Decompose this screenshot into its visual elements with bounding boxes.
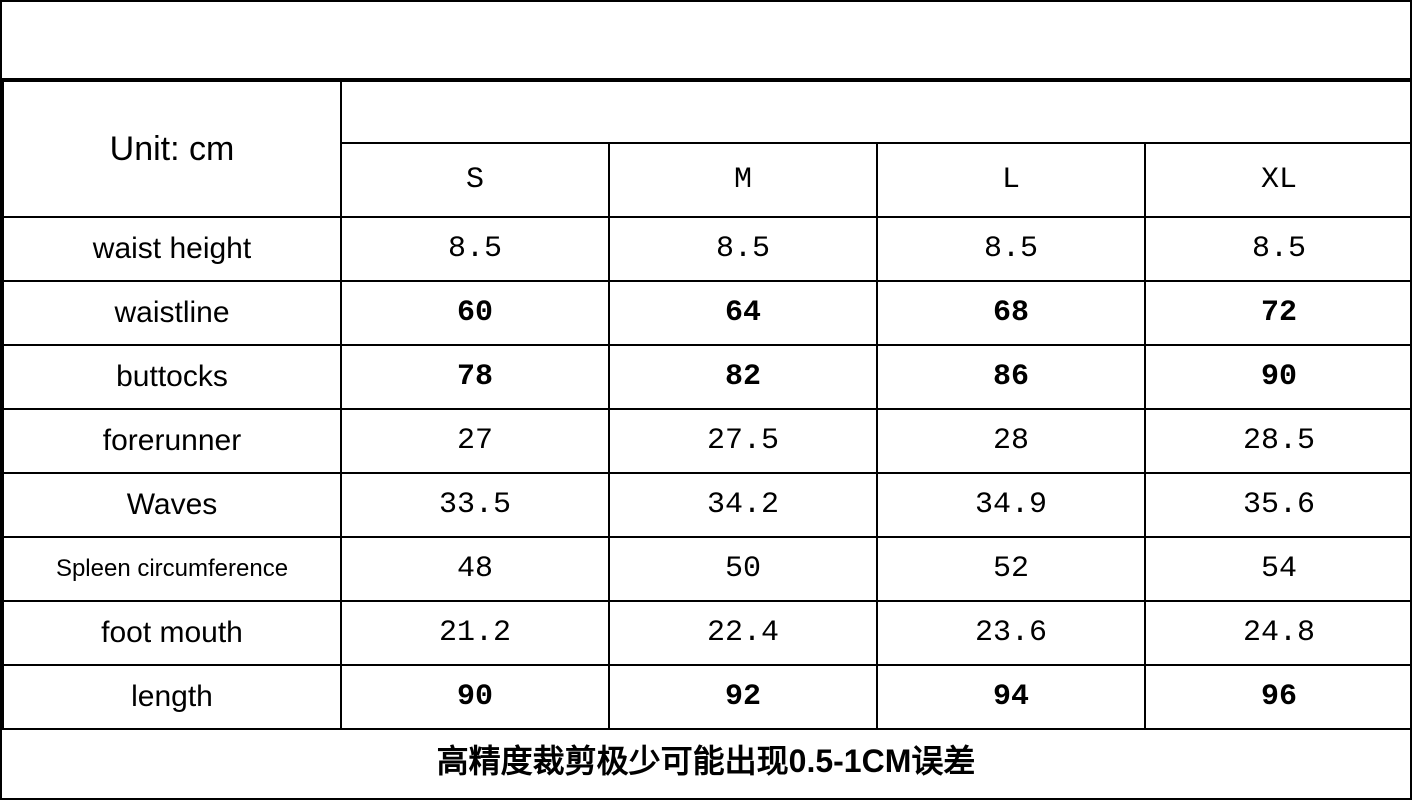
data-cell: 82 — [609, 345, 877, 409]
table-row: Spleen circumference48505254 — [3, 537, 1412, 601]
data-cell: 90 — [341, 665, 609, 729]
size-col-l: L — [877, 143, 1145, 217]
data-cell: 52 — [877, 537, 1145, 601]
unit-label: Unit: cm — [3, 81, 341, 217]
data-cell: 94 — [877, 665, 1145, 729]
data-cell: 72 — [1145, 281, 1412, 345]
data-cell: 48 — [341, 537, 609, 601]
size-table: Unit: cm S M L XL waist height8.58.58.58… — [2, 80, 1412, 730]
header-row-span: Unit: cm — [3, 81, 1412, 143]
row-label: Waves — [3, 473, 341, 537]
table-row: length90929496 — [3, 665, 1412, 729]
data-cell: 23.6 — [877, 601, 1145, 665]
data-cell: 54 — [1145, 537, 1412, 601]
size-chart-container: Unit: cm S M L XL waist height8.58.58.58… — [0, 0, 1412, 800]
data-cell: 60 — [341, 281, 609, 345]
data-cell: 22.4 — [609, 601, 877, 665]
table-row: waistline60646872 — [3, 281, 1412, 345]
row-label: buttocks — [3, 345, 341, 409]
data-cell: 24.8 — [1145, 601, 1412, 665]
data-cell: 27 — [341, 409, 609, 473]
sizes-span-header — [341, 81, 1412, 143]
data-cell: 50 — [609, 537, 877, 601]
row-label: foot mouth — [3, 601, 341, 665]
data-cell: 8.5 — [341, 217, 609, 281]
size-col-s: S — [341, 143, 609, 217]
size-col-m: M — [609, 143, 877, 217]
data-cell: 28.5 — [1145, 409, 1412, 473]
row-label: Spleen circumference — [3, 537, 341, 601]
table-row: forerunner2727.52828.5 — [3, 409, 1412, 473]
data-cell: 64 — [609, 281, 877, 345]
data-cell: 78 — [341, 345, 609, 409]
data-cell: 8.5 — [877, 217, 1145, 281]
row-label: waistline — [3, 281, 341, 345]
row-label: forerunner — [3, 409, 341, 473]
data-cell: 8.5 — [1145, 217, 1412, 281]
data-cell: 92 — [609, 665, 877, 729]
data-cell: 34.2 — [609, 473, 877, 537]
data-cell: 86 — [877, 345, 1145, 409]
data-cell: 8.5 — [609, 217, 877, 281]
data-cell: 35.6 — [1145, 473, 1412, 537]
data-cell: 90 — [1145, 345, 1412, 409]
data-cell: 96 — [1145, 665, 1412, 729]
table-row: buttocks78828690 — [3, 345, 1412, 409]
top-spacer — [2, 2, 1410, 80]
row-label: length — [3, 665, 341, 729]
table-row: waist height8.58.58.58.5 — [3, 217, 1412, 281]
size-col-xl: XL — [1145, 143, 1412, 217]
data-cell: 21.2 — [341, 601, 609, 665]
data-cell: 27.5 — [609, 409, 877, 473]
table-row: Waves33.534.234.935.6 — [3, 473, 1412, 537]
data-cell: 33.5 — [341, 473, 609, 537]
row-label: waist height — [3, 217, 341, 281]
table-row: foot mouth21.222.423.624.8 — [3, 601, 1412, 665]
data-cell: 28 — [877, 409, 1145, 473]
footer-note: 高精度裁剪极少可能出现0.5-1CM误差 — [2, 730, 1410, 782]
data-cell: 68 — [877, 281, 1145, 345]
data-cell: 34.9 — [877, 473, 1145, 537]
